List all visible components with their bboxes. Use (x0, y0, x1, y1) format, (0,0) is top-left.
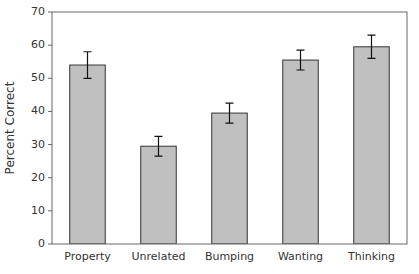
y-tick-label: 30 (31, 138, 45, 151)
y-tick-label: 0 (38, 237, 45, 250)
y-tick (48, 210, 52, 211)
bar (70, 65, 106, 244)
y-tick (48, 144, 52, 145)
bars (70, 47, 390, 244)
error-bar (297, 50, 305, 70)
y-axis-label: Percent Correct (3, 81, 17, 174)
bar (354, 47, 390, 244)
x-tick-label: Wanting (278, 250, 323, 263)
x-tick-label: Unrelated (132, 250, 186, 263)
y-tick (48, 177, 52, 178)
error-bar (155, 136, 163, 156)
y-tick-label: 20 (31, 171, 45, 184)
y-tick-label: 40 (31, 104, 45, 117)
y-tick (48, 78, 52, 79)
x-axis: Property Unrelated Bumping Wanting Thinking (64, 250, 395, 263)
error-bar (368, 35, 376, 58)
y-tick (48, 244, 52, 245)
x-tick-label: Thinking (347, 250, 395, 263)
y-tick-label: 50 (31, 71, 45, 84)
y-tick (48, 12, 52, 13)
y-tick (48, 45, 52, 46)
plot-frame (52, 12, 407, 244)
bar (283, 60, 319, 244)
chart-svg: 0 10 20 30 40 50 60 70 Percent Correct Property Un… (0, 0, 419, 274)
x-tick-label: Bumping (205, 250, 254, 263)
y-tick (48, 111, 52, 112)
error-bar (84, 52, 92, 79)
y-tick-label: 10 (31, 204, 45, 217)
error-bar (226, 103, 234, 123)
bar (141, 146, 177, 244)
y-tick-label: 60 (31, 38, 45, 51)
bar (212, 113, 248, 244)
y-tick-label: 70 (31, 5, 45, 18)
chart-container: 0 10 20 30 40 50 60 70 Percent Correct Property Un… (0, 0, 419, 274)
error-bars (84, 35, 376, 156)
y-axis: 0 10 20 30 40 50 60 70 (31, 5, 52, 250)
x-tick-label: Property (64, 250, 111, 263)
